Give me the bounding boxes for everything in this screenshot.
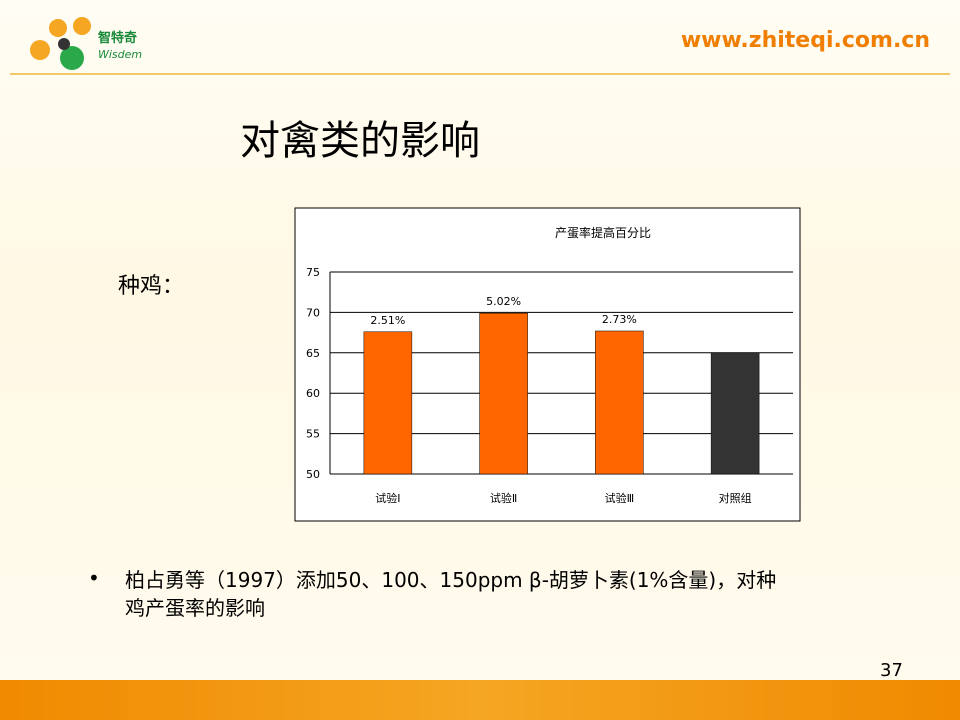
url: www.zhiteqi.com.cn xyxy=(680,28,930,53)
annotation: 5.02% xyxy=(486,295,521,308)
y-tick-label: 60 xyxy=(306,387,320,400)
side-label: 种鸡： xyxy=(118,274,185,299)
annotation: 2.73% xyxy=(602,313,637,326)
page-number: 37 xyxy=(880,660,903,681)
bar xyxy=(479,312,528,475)
annotation: 2.51% xyxy=(370,314,405,327)
y-tick-label: 75 xyxy=(306,266,320,279)
slide-title: 对禽类的影响 xyxy=(240,118,480,164)
y-tick-label: 55 xyxy=(306,428,320,441)
bar xyxy=(595,330,644,475)
y-tick-label: 70 xyxy=(306,306,320,319)
x-tick-label: 试验Ⅰ xyxy=(375,491,400,505)
y-tick-label: 50 xyxy=(306,468,320,481)
x-tick-label: 试验Ⅱ xyxy=(490,491,517,505)
footer-band xyxy=(0,680,960,720)
chart-title: 产蛋率提高百分比 xyxy=(555,225,651,240)
header-rule xyxy=(10,73,950,75)
logo: 智特奇 Wisdem xyxy=(30,17,142,70)
bar xyxy=(710,352,760,475)
logo-sub: Wisdem xyxy=(98,48,142,61)
bar xyxy=(363,331,413,475)
y-tick-label: 65 xyxy=(306,347,320,360)
x-tick-label: 对照组 xyxy=(719,491,752,505)
chart: 产蛋率提高百分比 50 55 60 65 70 75 试验Ⅰ 2.51% 试验Ⅱ 5.02% 试验Ⅲ… xyxy=(294,207,801,522)
bullet-text: 柏占勇等（1997）添加50、100、150ppm β-胡萝卜素(1%含量)，对… xyxy=(125,568,777,620)
x-tick-label: 试验Ⅲ xyxy=(605,491,635,505)
logo-name: 智特奇 xyxy=(98,30,137,46)
bullet-dot: • xyxy=(88,566,100,590)
